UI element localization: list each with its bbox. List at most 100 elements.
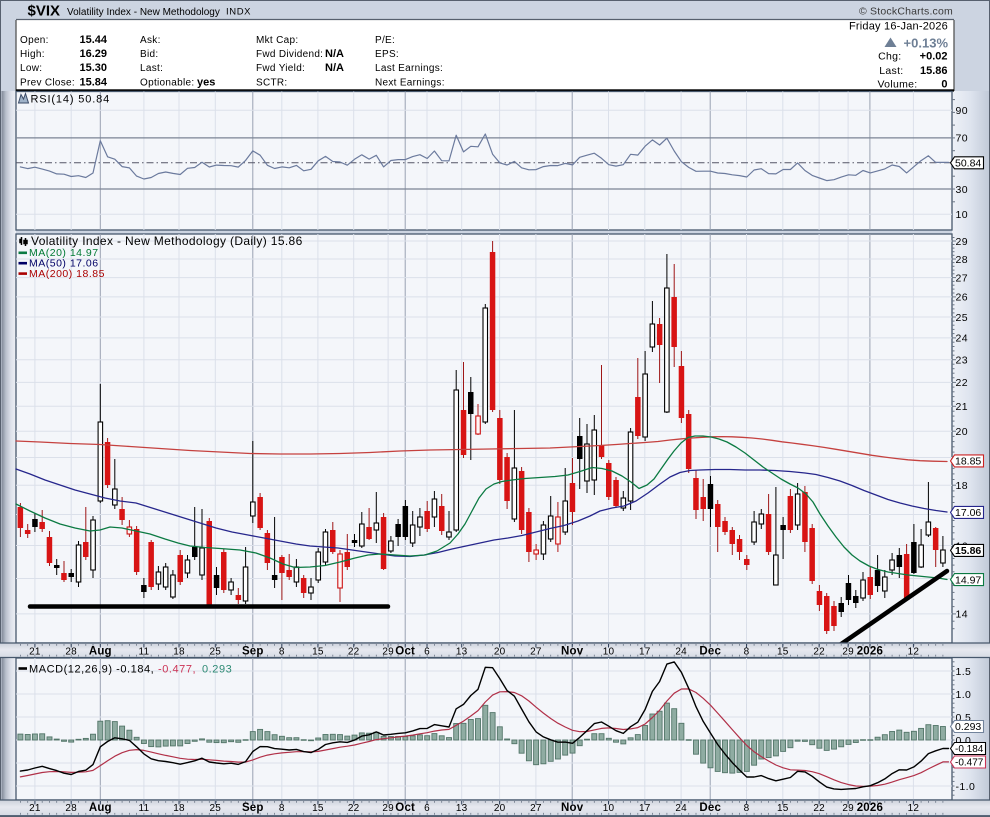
svg-text:17: 17	[639, 803, 651, 814]
svg-text:10: 10	[603, 803, 615, 814]
svg-text:High:: High:	[20, 49, 45, 60]
svg-text:24: 24	[956, 333, 968, 345]
svg-text:14.97: 14.97	[955, 574, 981, 586]
svg-text:13: 13	[456, 803, 468, 814]
svg-text:15.86: 15.86	[955, 545, 981, 557]
svg-text:Oct: Oct	[395, 802, 415, 814]
svg-text:50.84: 50.84	[955, 158, 981, 170]
svg-text:Aug: Aug	[89, 646, 112, 658]
svg-text:0.293: 0.293	[955, 721, 981, 733]
svg-text:Friday 16-Jan-2026: Friday 16-Jan-2026	[849, 21, 948, 33]
svg-text:Next Earnings:: Next Earnings:	[375, 78, 445, 89]
svg-text:-1.0: -1.0	[956, 781, 976, 793]
svg-text:15.86: 15.86	[920, 65, 948, 77]
svg-text:Aug: Aug	[89, 802, 112, 814]
svg-text:21: 21	[956, 401, 968, 413]
svg-text:24: 24	[675, 803, 687, 814]
svg-text:Volatility Index - New Methodo: Volatility Index - New Methodology	[67, 7, 220, 18]
svg-text:-0.477,: -0.477,	[158, 663, 196, 675]
svg-text:MACD(12,26,9) -0.184,: MACD(12,26,9) -0.184,	[29, 663, 154, 675]
svg-text:18.85: 18.85	[955, 456, 981, 468]
svg-text:-0.477: -0.477	[955, 758, 984, 769]
svg-text:P/E:: P/E:	[375, 35, 395, 46]
svg-text:13: 13	[456, 647, 468, 658]
svg-text:Dec: Dec	[699, 646, 721, 658]
svg-text:21: 21	[29, 647, 41, 658]
svg-text:28: 28	[65, 803, 77, 814]
svg-text:Last:: Last:	[879, 65, 903, 77]
svg-text:Sep: Sep	[242, 646, 264, 658]
svg-text:Fwd Dividend:: Fwd Dividend:	[256, 49, 323, 60]
svg-text:2026: 2026	[857, 802, 883, 814]
svg-text:25: 25	[210, 803, 222, 814]
svg-text:21: 21	[29, 803, 41, 814]
svg-text:20: 20	[494, 803, 506, 814]
svg-text:N/A: N/A	[325, 48, 344, 60]
svg-text:12: 12	[908, 803, 920, 814]
svg-text:15.84: 15.84	[79, 77, 107, 89]
svg-text:6: 6	[424, 647, 430, 658]
svg-text:8: 8	[279, 803, 285, 814]
svg-text:11: 11	[139, 647, 150, 658]
svg-text:23: 23	[956, 355, 968, 367]
svg-text:INDX: INDX	[226, 7, 251, 18]
svg-text:29: 29	[382, 803, 394, 814]
svg-text:26: 26	[956, 292, 968, 304]
svg-text:Prev Close:: Prev Close:	[20, 78, 75, 89]
svg-text:11: 11	[139, 803, 150, 814]
svg-text:-0.184: -0.184	[955, 744, 984, 755]
svg-text:25: 25	[210, 647, 222, 658]
svg-text:Open:: Open:	[20, 35, 49, 46]
svg-text:0: 0	[941, 79, 947, 91]
svg-text:14: 14	[956, 609, 968, 621]
svg-text:15: 15	[312, 803, 324, 814]
svg-text:Nov: Nov	[561, 646, 584, 658]
svg-text:Volatility Index - New Methodo: Volatility Index - New Methodology (Dail…	[31, 234, 303, 248]
svg-text:15.44: 15.44	[79, 34, 107, 46]
svg-text:18: 18	[173, 647, 185, 658]
svg-text:70: 70	[956, 133, 968, 145]
svg-text:15: 15	[777, 803, 789, 814]
svg-text:Mkt Cap:: Mkt Cap:	[256, 35, 298, 46]
svg-text:12: 12	[908, 647, 920, 658]
svg-text:Optionable:: Optionable:	[140, 78, 194, 89]
svg-text:Sep: Sep	[242, 802, 264, 814]
svg-text:$VIX: $VIX	[28, 3, 61, 20]
svg-text:6: 6	[424, 803, 430, 814]
svg-text:Oct: Oct	[395, 646, 415, 658]
svg-text:29: 29	[382, 647, 394, 658]
svg-text:SCTR:: SCTR:	[256, 78, 288, 89]
svg-text:22: 22	[813, 647, 825, 658]
svg-text:Last Earnings:: Last Earnings:	[375, 63, 443, 74]
svg-text:Nov: Nov	[561, 802, 584, 814]
svg-text:Ask:: Ask:	[140, 35, 161, 46]
svg-text:22: 22	[348, 803, 360, 814]
svg-text:20: 20	[956, 426, 968, 438]
svg-text:8: 8	[744, 803, 750, 814]
svg-text:22: 22	[956, 377, 968, 389]
svg-text:90: 90	[956, 105, 968, 117]
svg-text:16.29: 16.29	[79, 48, 107, 60]
svg-text:2026: 2026	[857, 646, 883, 658]
svg-text:15.30: 15.30	[79, 62, 107, 74]
svg-text:22: 22	[813, 803, 825, 814]
svg-text:15: 15	[312, 647, 324, 658]
svg-text:Volume:: Volume:	[877, 79, 917, 91]
svg-text:Chg:: Chg:	[878, 50, 901, 62]
svg-text:MA(20) 14.97: MA(20) 14.97	[29, 247, 99, 259]
svg-text:0.293: 0.293	[202, 663, 232, 675]
svg-text:15: 15	[777, 647, 789, 658]
svg-text:24: 24	[675, 647, 687, 658]
svg-text:17.06: 17.06	[955, 507, 981, 519]
svg-text:Fwd Yield:: Fwd Yield:	[256, 63, 305, 74]
svg-text:© StockCharts.com: © StockCharts.com	[859, 6, 953, 18]
svg-text:yes: yes	[197, 77, 215, 89]
svg-text:22: 22	[348, 647, 360, 658]
svg-text:20: 20	[494, 647, 506, 658]
svg-text:EPS:: EPS:	[375, 49, 399, 60]
svg-text:25: 25	[956, 312, 968, 324]
svg-text:10: 10	[956, 209, 968, 221]
svg-text:1.0: 1.0	[956, 689, 972, 701]
svg-text:28: 28	[65, 647, 77, 658]
svg-text:8: 8	[744, 647, 750, 658]
